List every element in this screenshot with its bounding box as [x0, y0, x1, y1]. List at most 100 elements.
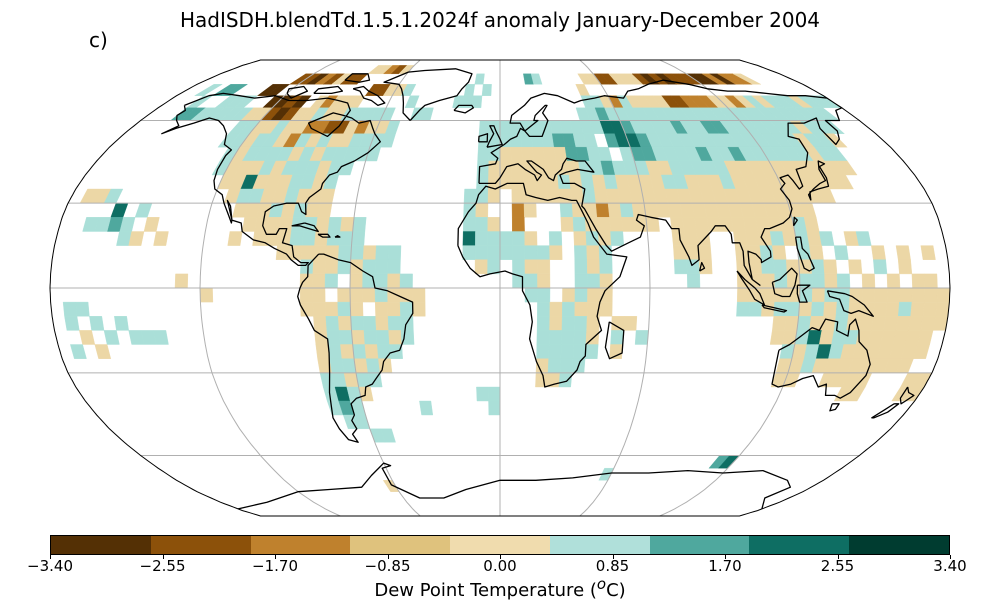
anomaly-cell [848, 301, 863, 317]
anomaly-cell [300, 245, 315, 260]
anomaly-cell [683, 231, 699, 246]
anomaly-cell [670, 217, 685, 232]
anomaly-cell [327, 344, 343, 359]
anomaly-cell [471, 95, 483, 109]
anomaly-cell [573, 330, 587, 345]
anomaly-cell [488, 160, 501, 176]
anomaly-cell [911, 273, 926, 289]
anomaly-cell [463, 84, 476, 96]
colorbar-segment [649, 536, 750, 554]
colorbar-tick-label: −1.70 [252, 557, 298, 575]
coastline [794, 236, 815, 272]
anomaly-cell [736, 287, 751, 303]
anomaly-cell [810, 301, 825, 317]
anomaly-cell [314, 231, 329, 246]
anomaly-cell [512, 231, 526, 246]
anomaly-cell [376, 330, 390, 345]
anomaly-cell [79, 330, 96, 345]
colorbar-segment [849, 536, 950, 554]
anomaly-cell [75, 301, 90, 317]
coastline [477, 133, 489, 143]
anomaly-cell [803, 217, 820, 232]
anomaly-cell [475, 231, 488, 246]
anomaly-cell [594, 188, 609, 204]
anomaly-cell [376, 344, 391, 359]
anomaly-cell [185, 95, 214, 109]
anomaly-cell [706, 217, 722, 232]
anomaly-cell [574, 259, 588, 275]
anomaly-cell [174, 273, 189, 289]
anomaly-cell [883, 316, 899, 331]
colorbar-segment [450, 536, 550, 554]
anomaly-cell [378, 358, 393, 373]
anomaly-cell [572, 217, 587, 232]
anomaly-cell [861, 273, 876, 289]
coastline [478, 79, 843, 286]
colorbar-segment [749, 536, 850, 554]
longitude-line [199, 60, 341, 516]
anomaly-cell [524, 231, 538, 246]
anomaly-cell [574, 301, 588, 317]
anomaly-cell [774, 287, 788, 303]
anomaly-cell [521, 146, 534, 162]
colorbar-tick-label: 3.40 [933, 557, 967, 575]
map-title: HadISDH.blendTd.1.5.1.2024f anomaly Janu… [179, 8, 821, 32]
anomaly-cell [531, 133, 544, 148]
anomaly-cell [511, 174, 524, 190]
anomaly-cell [558, 372, 573, 388]
anomaly-cell [474, 73, 485, 85]
anomaly-cell [561, 316, 575, 331]
anomaly-cell [537, 287, 551, 303]
anomaly-cell [858, 316, 874, 331]
anomaly-cell [338, 330, 353, 345]
anomaly-cell [537, 301, 551, 317]
anomaly-cell [685, 245, 700, 260]
anomaly-cell [535, 188, 549, 204]
anomaly-cell [910, 301, 925, 317]
anomaly-cell [871, 316, 886, 331]
anomaly-cell [477, 146, 490, 162]
anomaly-cell [574, 316, 588, 331]
colorbar-tick-mark [612, 555, 614, 559]
anomaly-cell [536, 344, 550, 359]
coastline [604, 321, 625, 360]
anomaly-cell [488, 400, 501, 416]
anomaly-cell [301, 231, 317, 246]
anomaly-cell [809, 245, 824, 260]
anomaly-cell [511, 202, 525, 218]
anomaly-cell [349, 287, 363, 303]
anomaly-cell [153, 231, 169, 246]
coastline [486, 125, 503, 148]
anomaly-cell [337, 301, 351, 317]
anomaly-cell [524, 259, 538, 275]
anomaly-cell [114, 316, 129, 331]
anomaly-cell [798, 301, 813, 317]
anomaly-cell [873, 301, 888, 317]
colorbar-tick-label: 0.00 [483, 557, 517, 575]
anomaly-cell [352, 344, 367, 359]
anomaly-cell [559, 358, 574, 373]
anomaly-cell [524, 245, 538, 260]
anomaly-cell [548, 344, 562, 359]
anomaly-cell [324, 301, 339, 317]
anomaly-cell [315, 344, 330, 359]
anomaly-cell [759, 245, 774, 260]
anomaly-cell [584, 344, 599, 359]
anomaly-cell [536, 316, 551, 331]
anomaly-cell [70, 344, 87, 359]
anomaly-cell [936, 287, 950, 303]
anomaly-cell [488, 146, 501, 162]
anomaly-cell [772, 316, 787, 331]
coastline [792, 216, 798, 227]
anomaly-cell [365, 358, 381, 373]
longitude-line [659, 60, 801, 516]
anomaly-cell [861, 287, 876, 303]
anomaly-cell [609, 217, 624, 232]
anomaly-cell [696, 231, 711, 246]
anomaly-cell [532, 146, 546, 162]
anomaly-cell [510, 160, 524, 176]
anomaly-cell [586, 259, 601, 275]
graticule [50, 60, 950, 516]
anomaly-cell [621, 217, 636, 232]
longitude-line [349, 60, 421, 516]
